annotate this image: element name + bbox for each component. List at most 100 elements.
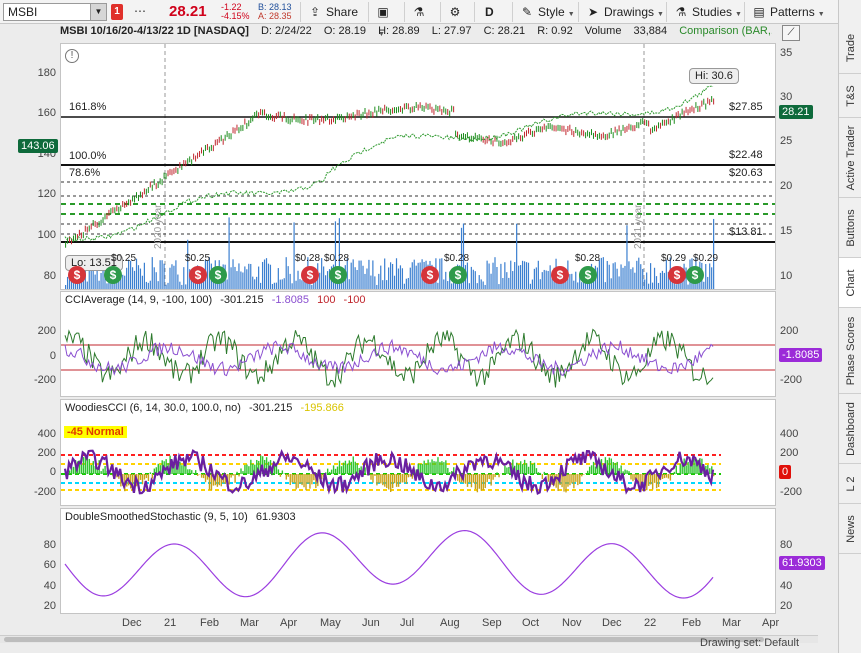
woodies-histogram-bar xyxy=(352,456,354,474)
price-change: -1.22 -4.15% xyxy=(221,3,250,21)
woodies-histogram-bar xyxy=(677,472,679,474)
x-tick: Dec xyxy=(602,617,622,629)
patterns-button[interactable]: ▤ Patterns ▼ xyxy=(744,2,826,22)
buy-signal[interactable]: $ xyxy=(551,266,569,284)
woodies-histogram-bar xyxy=(655,474,658,489)
sell-signal[interactable]: $ xyxy=(329,266,347,284)
volume-bar xyxy=(141,275,144,289)
symbol-input[interactable]: MSBI ▼ xyxy=(3,3,107,21)
woodies-histogram-bar xyxy=(439,461,441,474)
volume-bar xyxy=(163,263,165,289)
sell-signal[interactable]: $ xyxy=(686,266,704,284)
snapshot-button[interactable]: ▣▼ xyxy=(368,2,402,38)
volume-bar xyxy=(273,282,275,289)
tab-level2[interactable]: L 2 xyxy=(839,464,861,504)
stochastic-chart xyxy=(64,529,714,599)
buy-signal[interactable]: $ xyxy=(68,266,86,284)
cci-study-name[interactable]: CCIAverage (14, 9, -100, 100) xyxy=(65,294,213,306)
fib-label-100: 100.0% xyxy=(69,150,107,162)
volume-bar xyxy=(403,283,405,289)
tab-phase-scores[interactable]: Phase Scores xyxy=(839,308,861,394)
settings-button[interactable]: ⚙ xyxy=(440,2,472,22)
style-button[interactable]: ✎ Style ▼ xyxy=(512,2,576,22)
tab-dashboard[interactable]: Dashboard xyxy=(839,394,861,464)
fib-label-1618: 161.8% xyxy=(69,101,107,113)
scrollbar-thumb[interactable] xyxy=(4,637,764,642)
header-close: C: 28.21 xyxy=(483,25,526,37)
stochastic-panel[interactable]: DoubleSmoothedStochastic (9, 5, 10) 61.9… xyxy=(60,508,776,614)
woodies-histogram-bar xyxy=(238,474,240,477)
woodies-histogram-bar xyxy=(673,471,676,474)
woodies-histogram-bar xyxy=(309,474,311,489)
woodies-histogram-bar xyxy=(354,461,356,474)
volume-bar xyxy=(238,263,240,289)
woodies-histogram-bar xyxy=(279,474,282,477)
woodies-histogram-bar xyxy=(265,457,268,474)
studies-button[interactable]: ⚗ Studies ▼ xyxy=(666,2,742,22)
tab-chart[interactable]: Chart xyxy=(839,258,861,308)
sell-signal[interactable]: $ xyxy=(104,266,122,284)
cci-panel[interactable]: CCIAverage (14, 9, -100, 100) -301.215 -… xyxy=(60,291,776,397)
dividend-label: $0.28 xyxy=(575,253,601,264)
woodies-histogram-bar xyxy=(679,463,681,474)
volume-bar xyxy=(153,267,155,289)
tab-time-and-sales[interactable]: T&S xyxy=(839,74,861,118)
chevron-down-icon[interactable]: ▼ xyxy=(90,4,106,20)
woodies-histogram-bar xyxy=(70,466,73,474)
volume-bar xyxy=(478,275,480,289)
right-tick: 40 xyxy=(780,580,793,592)
woodies-histogram-bar xyxy=(409,474,412,477)
woodies-histogram-bar xyxy=(531,464,534,474)
link-badge[interactable]: 1 xyxy=(111,4,123,20)
period-button[interactable]: D xyxy=(474,2,510,22)
drawings-button[interactable]: ➤ Drawings ▼ xyxy=(578,2,664,22)
x-tick: Mar xyxy=(722,617,741,629)
volume-bar xyxy=(620,264,622,289)
volume-bar xyxy=(711,267,713,289)
volume-bar xyxy=(165,284,167,289)
stochastic-study-name[interactable]: DoubleSmoothedStochastic (9, 5, 10) xyxy=(65,511,248,523)
volume-bar xyxy=(159,260,161,289)
buy-signal[interactable]: $ xyxy=(421,266,439,284)
volume-bar xyxy=(516,223,518,289)
woodies-histogram-bar xyxy=(88,458,91,474)
volume-bar xyxy=(650,263,652,289)
volume-bar xyxy=(157,281,159,289)
header-comparison[interactable]: Comparison (BAR,... xyxy=(679,25,772,37)
volume-bar xyxy=(236,271,238,289)
volume-bar xyxy=(88,259,90,289)
woodies-histogram-bar xyxy=(653,474,656,483)
woodies-histogram-bar xyxy=(263,459,266,474)
woodies-panel[interactable]: WoodiesCCI (6, 14, 30.0, 100.0, no) -301… xyxy=(60,399,776,506)
drawing-set-status[interactable]: Drawing set: Default xyxy=(700,637,800,649)
woodies-histogram-bar xyxy=(399,474,402,483)
sell-signal[interactable]: $ xyxy=(579,266,597,284)
drawing-tool-icon[interactable]: ⟋ xyxy=(782,25,800,41)
woodies-histogram-bar xyxy=(640,474,642,490)
share-button[interactable]: ⇪ Share xyxy=(300,2,366,22)
sell-signal[interactable]: $ xyxy=(449,266,467,284)
more-icon[interactable]: ⋯ xyxy=(134,4,146,18)
buy-signal[interactable]: $ xyxy=(301,266,319,284)
cci-line xyxy=(64,328,714,388)
x-axis[interactable]: Dec 21 Feb Mar Apr May Jun Jul Aug Sep O… xyxy=(60,615,800,633)
woodies-histogram-bar xyxy=(533,462,536,474)
flask-button[interactable]: ⚗ xyxy=(404,2,438,22)
tab-active-trader[interactable]: Active Trader xyxy=(839,118,861,198)
woodies-histogram-bar xyxy=(301,474,303,486)
info-icon[interactable]: ! xyxy=(65,49,79,63)
tab-buttons[interactable]: Buttons xyxy=(839,198,861,258)
horizontal-scrollbar[interactable] xyxy=(0,635,818,643)
tab-trade[interactable]: Trade xyxy=(839,22,861,74)
woodies-histogram-bar xyxy=(397,474,400,487)
volume-bar xyxy=(244,266,246,289)
volume-bar xyxy=(531,279,534,289)
volume-bar xyxy=(177,274,179,289)
buy-signal[interactable]: $ xyxy=(189,266,207,284)
buy-signal[interactable]: $ xyxy=(668,266,686,284)
tab-news[interactable]: News xyxy=(839,504,861,554)
sell-signal[interactable]: $ xyxy=(209,266,227,284)
share-label: Share xyxy=(326,5,359,19)
woodies-study-name[interactable]: WoodiesCCI (6, 14, 30.0, 100.0, no) xyxy=(65,402,241,414)
price-panel[interactable]: ! 161.8% 100.0% 78.6% $27.85 $22.48 $20.… xyxy=(60,43,776,290)
